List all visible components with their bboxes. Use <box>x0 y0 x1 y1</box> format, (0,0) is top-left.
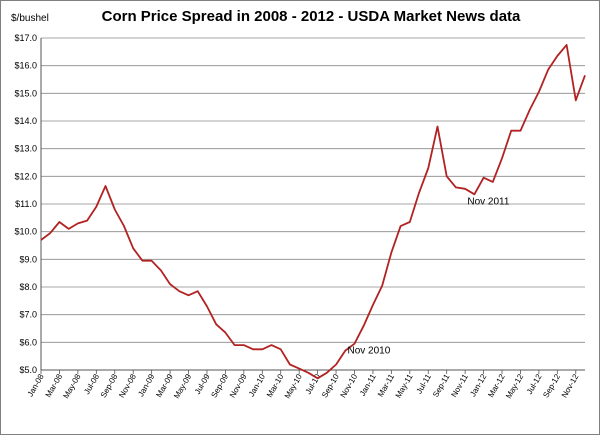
annotations: Nov 2010 Nov 2011 <box>347 196 509 356</box>
series-layer <box>40 44 586 380</box>
y-tick-label: $15.0 <box>14 88 37 98</box>
y-tick-label: $14.0 <box>14 116 37 126</box>
x-tick-label: May-11 <box>394 372 415 400</box>
x-tick-label: May-12 <box>504 372 525 400</box>
y-tick-label: $11.0 <box>15 199 37 209</box>
x-tick-label: May-10 <box>283 372 304 400</box>
y-tick-label: $9.0 <box>19 254 37 264</box>
annotation-label: Nov 2011 <box>467 196 510 207</box>
y-axis-unit-label: $/bushel <box>11 13 49 24</box>
x-tick-label: Nov-10 <box>339 372 360 399</box>
y-tick-label: $16.0 <box>14 61 37 71</box>
x-tick-label: Jul-09 <box>193 372 212 396</box>
x-tick-label: Nov-11 <box>449 372 470 399</box>
axes <box>40 38 585 371</box>
y-tick-label: $12.0 <box>14 171 37 181</box>
chart-title: Corn Price Spread in 2008 - 2012 - USDA … <box>102 8 521 25</box>
y-tick-labels: $5.0 $6.0 $7.0 $8.0 $9.0 $10.0 $11.0 $12.0 $13.0… <box>14 33 37 375</box>
gridlines <box>41 37 585 371</box>
x-tick-label: Jul-08 <box>82 372 101 396</box>
y-tick-label: $5.0 <box>19 365 37 375</box>
y-tick-label: $13.0 <box>14 144 37 154</box>
x-tick-label: May-08 <box>61 372 82 400</box>
x-tick-label: Nov-12 <box>560 372 581 399</box>
price-series-line <box>40 44 586 380</box>
y-tick-label: $7.0 <box>19 310 37 320</box>
x-tick-label: May-09 <box>172 372 193 400</box>
y-tick-label: $6.0 <box>19 337 37 347</box>
annotation-label: Nov 2010 <box>347 346 390 357</box>
y-tick-label: $10.0 <box>14 227 37 237</box>
y-tick-label: $8.0 <box>19 282 37 292</box>
x-tick-label: Jul-12 <box>525 372 544 396</box>
x-tick-label: Nov-09 <box>228 372 249 399</box>
x-tick-label: Jul-11 <box>415 372 434 395</box>
x-tick-label: Nov-08 <box>117 372 138 399</box>
y-tick-label: $17.0 <box>14 33 37 43</box>
